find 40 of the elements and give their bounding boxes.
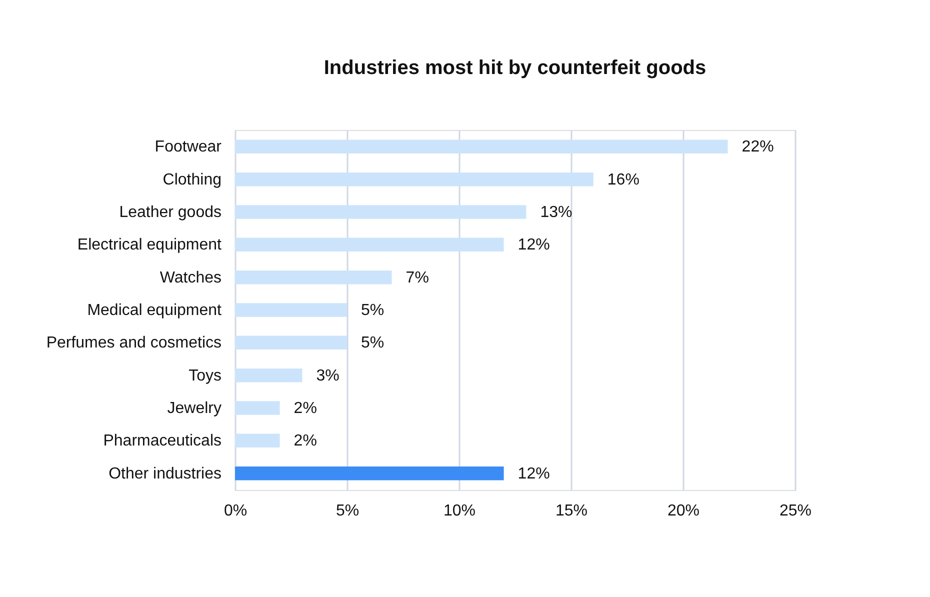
- x-tick-label: 25%: [779, 502, 812, 520]
- y-tick-label: Pharmaceuticals: [103, 432, 222, 450]
- y-tick-label: Leather goods: [119, 204, 222, 221]
- y-tick-label: Electrical equipment: [77, 236, 222, 254]
- x-tick-label: 15%: [555, 502, 588, 520]
- y-tick-label: Footwear: [154, 138, 222, 156]
- x-tick-label: 5%: [336, 502, 360, 520]
- data-label: 5%: [361, 302, 384, 319]
- bar: [235, 238, 504, 252]
- bar: [235, 368, 302, 382]
- data-label: 22%: [742, 138, 774, 156]
- x-tick-label: 10%: [443, 502, 476, 520]
- y-tick-label: Clothing: [162, 171, 222, 188]
- data-label: 3%: [316, 367, 340, 384]
- data-label: 5%: [361, 334, 384, 352]
- x-tick-label: 0%: [224, 502, 248, 520]
- y-tick-label: Medical equipment: [87, 302, 222, 319]
- bar: [235, 401, 280, 415]
- bar: [235, 466, 504, 480]
- bar: [235, 140, 728, 154]
- chart-title: Industries most hit by counterfeit goods: [324, 57, 706, 79]
- data-label: 13%: [540, 204, 572, 221]
- data-label: 16%: [607, 171, 640, 188]
- data-label: 2%: [294, 432, 317, 450]
- y-tick-label: Toys: [188, 367, 222, 384]
- data-label: 12%: [518, 465, 550, 482]
- data-label: 7%: [406, 269, 429, 286]
- y-tick-label: Watches: [160, 269, 222, 286]
- y-tick-label: Other industries: [108, 465, 222, 482]
- bar: [235, 205, 526, 219]
- bar: [235, 303, 347, 317]
- bar: [235, 172, 594, 186]
- data-label: 2%: [294, 400, 317, 418]
- bar: [235, 336, 347, 350]
- x-tick-label: 20%: [667, 502, 700, 520]
- bar: [235, 270, 392, 284]
- y-tick-label: Jewelry: [167, 400, 222, 418]
- data-label: 12%: [518, 236, 550, 254]
- bar: [235, 434, 280, 448]
- y-tick-label: Perfumes and cosmetics: [46, 334, 222, 352]
